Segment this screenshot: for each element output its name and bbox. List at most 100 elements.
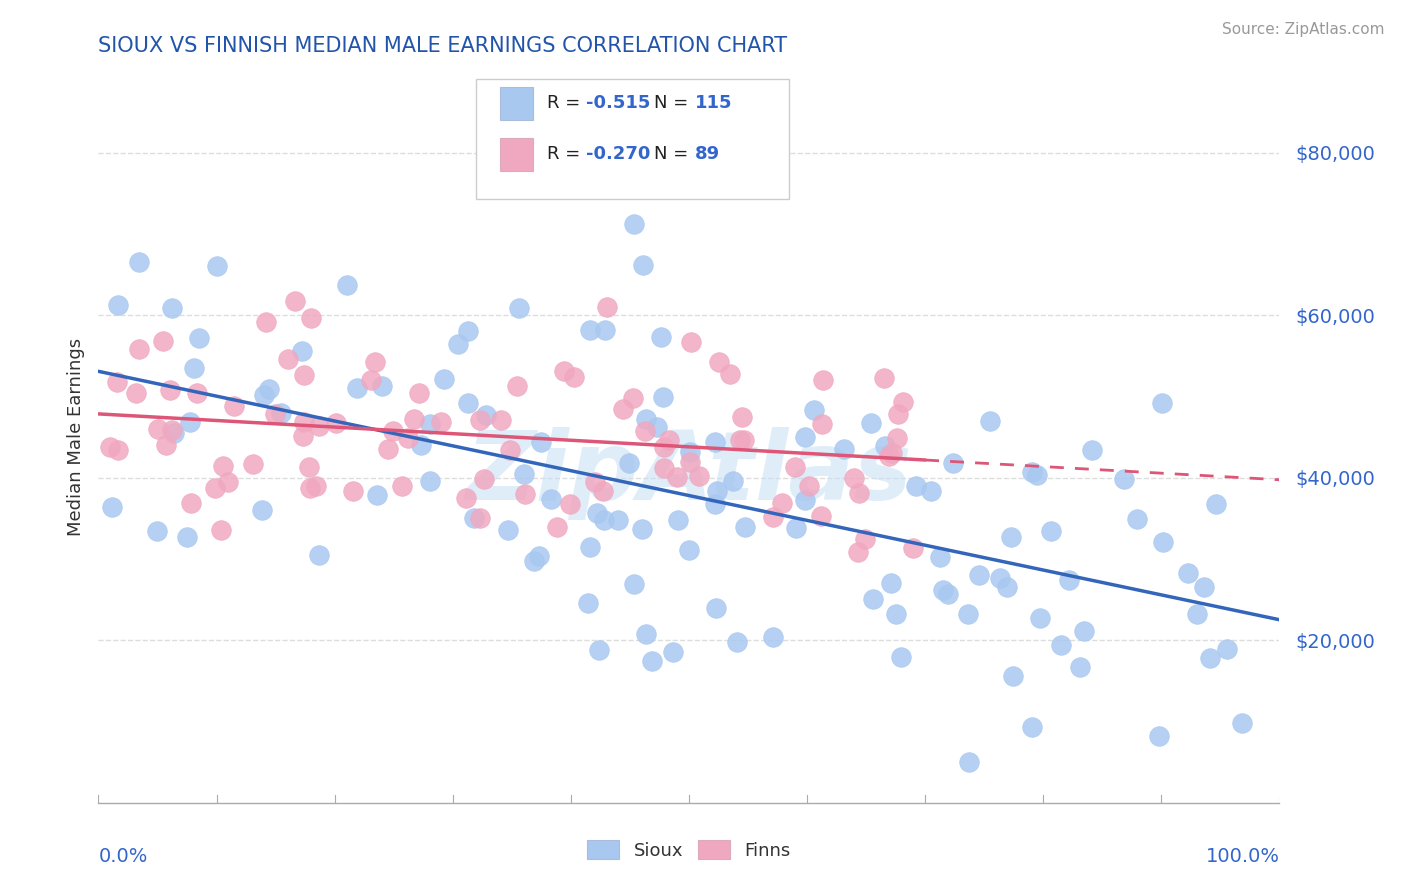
Point	[853, 532, 876, 546]
Point	[661, 645, 683, 659]
Point	[623, 217, 645, 231]
Point	[472, 472, 495, 486]
Point	[1021, 465, 1043, 479]
Point	[1199, 651, 1222, 665]
Point	[588, 643, 610, 657]
Y-axis label: Median Male Earnings: Median Male Earnings	[66, 338, 84, 536]
Point	[496, 523, 519, 537]
Point	[679, 334, 702, 349]
Point	[844, 471, 866, 485]
Point	[704, 497, 727, 511]
Point	[1152, 396, 1174, 410]
Point	[887, 408, 910, 422]
Point	[292, 368, 315, 383]
Point	[650, 330, 672, 344]
Point	[634, 424, 657, 438]
Point	[810, 508, 832, 523]
Point	[633, 258, 655, 272]
Point	[1000, 530, 1022, 544]
Point	[1069, 660, 1091, 674]
Point	[1177, 566, 1199, 580]
Point	[846, 545, 869, 559]
Point	[932, 582, 955, 597]
Point	[1029, 610, 1052, 624]
Point	[159, 383, 181, 397]
Point	[409, 437, 432, 451]
Point	[408, 386, 430, 401]
Point	[391, 479, 413, 493]
Point	[98, 440, 121, 454]
Text: 89: 89	[695, 145, 720, 163]
Point	[474, 408, 496, 422]
Point	[491, 412, 513, 426]
Point	[1021, 720, 1043, 734]
Point	[848, 486, 870, 500]
Point	[463, 511, 485, 525]
Point	[636, 412, 658, 426]
Point	[1049, 638, 1071, 652]
Point	[880, 576, 903, 591]
Point	[468, 511, 491, 525]
Text: R =: R =	[547, 95, 586, 112]
Point	[366, 488, 388, 502]
Point	[733, 433, 755, 447]
Point	[429, 415, 451, 429]
Point	[704, 601, 727, 615]
Point	[658, 434, 681, 448]
Point	[523, 554, 546, 568]
Point	[254, 315, 277, 329]
Point	[308, 548, 330, 562]
Point	[160, 301, 183, 315]
Point	[576, 596, 599, 610]
Point	[901, 541, 924, 556]
Point	[723, 474, 745, 488]
Point	[860, 416, 883, 430]
Point	[419, 417, 441, 431]
Point	[128, 255, 150, 269]
Point	[263, 407, 285, 421]
Point	[447, 337, 470, 351]
Text: -0.270: -0.270	[586, 145, 651, 163]
Point	[558, 497, 581, 511]
Text: N =: N =	[654, 145, 693, 163]
Point	[1149, 729, 1171, 743]
Point	[621, 391, 644, 405]
Point	[530, 435, 553, 450]
Point	[553, 364, 575, 378]
Point	[101, 500, 124, 515]
Point	[652, 440, 675, 454]
Point	[967, 568, 990, 582]
Point	[506, 379, 529, 393]
Point	[512, 467, 534, 481]
Point	[382, 424, 405, 438]
Point	[1185, 607, 1208, 621]
Point	[284, 294, 307, 309]
Point	[301, 310, 323, 325]
Point	[1001, 668, 1024, 682]
Point	[797, 479, 820, 493]
Point	[979, 414, 1001, 428]
Point	[105, 375, 128, 389]
Point	[665, 470, 688, 484]
Point	[593, 323, 616, 337]
Point	[666, 513, 689, 527]
Point	[651, 390, 673, 404]
Text: 100.0%: 100.0%	[1205, 847, 1279, 866]
Point	[292, 415, 315, 429]
Point	[891, 394, 914, 409]
Text: N =: N =	[654, 95, 693, 112]
Point	[942, 456, 965, 470]
Point	[890, 650, 912, 665]
Point	[152, 334, 174, 348]
Point	[688, 469, 710, 483]
Point	[654, 461, 676, 475]
Point	[125, 386, 148, 401]
Point	[160, 423, 183, 437]
Text: -0.515: -0.515	[586, 95, 651, 112]
Point	[270, 406, 292, 420]
Text: ZipAtlas: ZipAtlas	[465, 427, 912, 520]
Point	[886, 431, 908, 445]
Point	[1025, 467, 1047, 482]
Point	[583, 475, 606, 489]
Point	[834, 442, 856, 456]
